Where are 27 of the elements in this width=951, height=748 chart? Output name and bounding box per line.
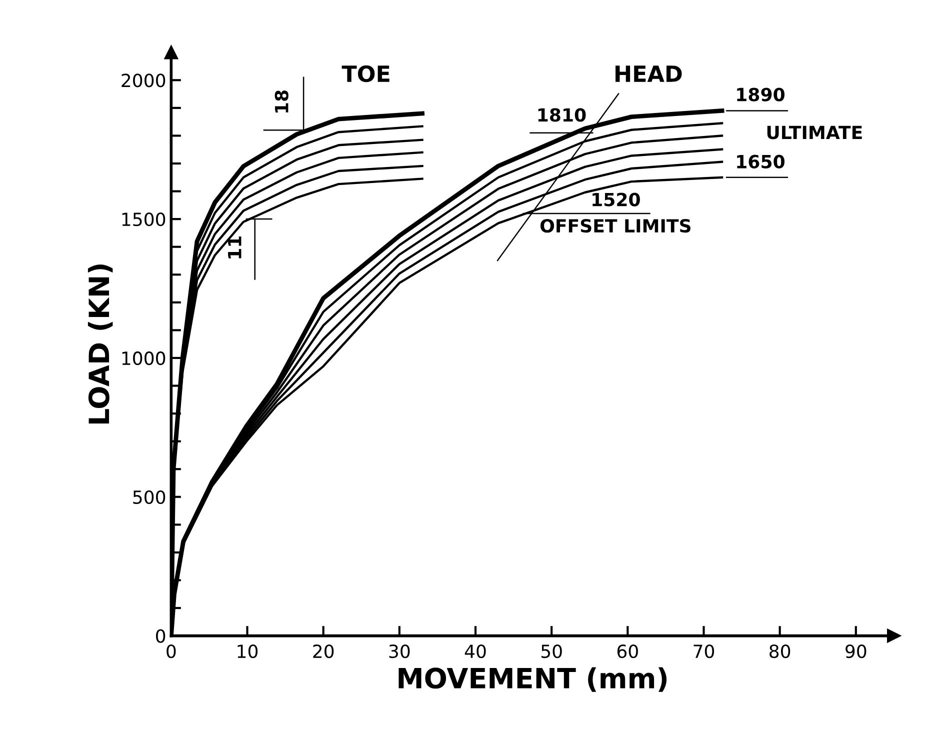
x-tick-label: 50 xyxy=(541,644,562,658)
annotation: 1650 xyxy=(737,154,784,168)
x-tick-label: 70 xyxy=(694,644,714,658)
x-tick-label: 20 xyxy=(313,644,334,658)
y-tick-label: 1500 xyxy=(122,212,166,226)
x-tick-label: 40 xyxy=(464,644,486,658)
y-tick-label: 500 xyxy=(133,490,166,504)
x-tick-label: 90 xyxy=(846,644,866,658)
y-tick-label: 2000 xyxy=(122,74,166,88)
y-tick-label: 1000 xyxy=(122,351,166,366)
annotation: 1520 xyxy=(592,192,640,206)
annotation: 1810 xyxy=(538,108,586,122)
annotation: ULTIMATE xyxy=(767,126,862,140)
y-axis-title: LOAD (KN) xyxy=(88,264,113,424)
y-tick-label: 0 xyxy=(156,629,166,643)
x-axis-title: MOVEMENT (mm) xyxy=(398,667,667,692)
annotation: 11 xyxy=(228,236,242,258)
annotation: TOE xyxy=(342,65,390,82)
annotation: 18 xyxy=(274,90,288,112)
x-tick-label: 80 xyxy=(770,644,790,658)
x-tick-label: 0 xyxy=(166,644,176,658)
x-tick-label: 10 xyxy=(238,644,258,658)
annotation: 1890 xyxy=(737,88,784,102)
annotation: OFFSET LIMITS xyxy=(540,218,690,233)
x-tick-label: 30 xyxy=(389,644,410,658)
annotation: HEAD xyxy=(616,66,682,82)
x-tick-label: 60 xyxy=(617,644,638,658)
